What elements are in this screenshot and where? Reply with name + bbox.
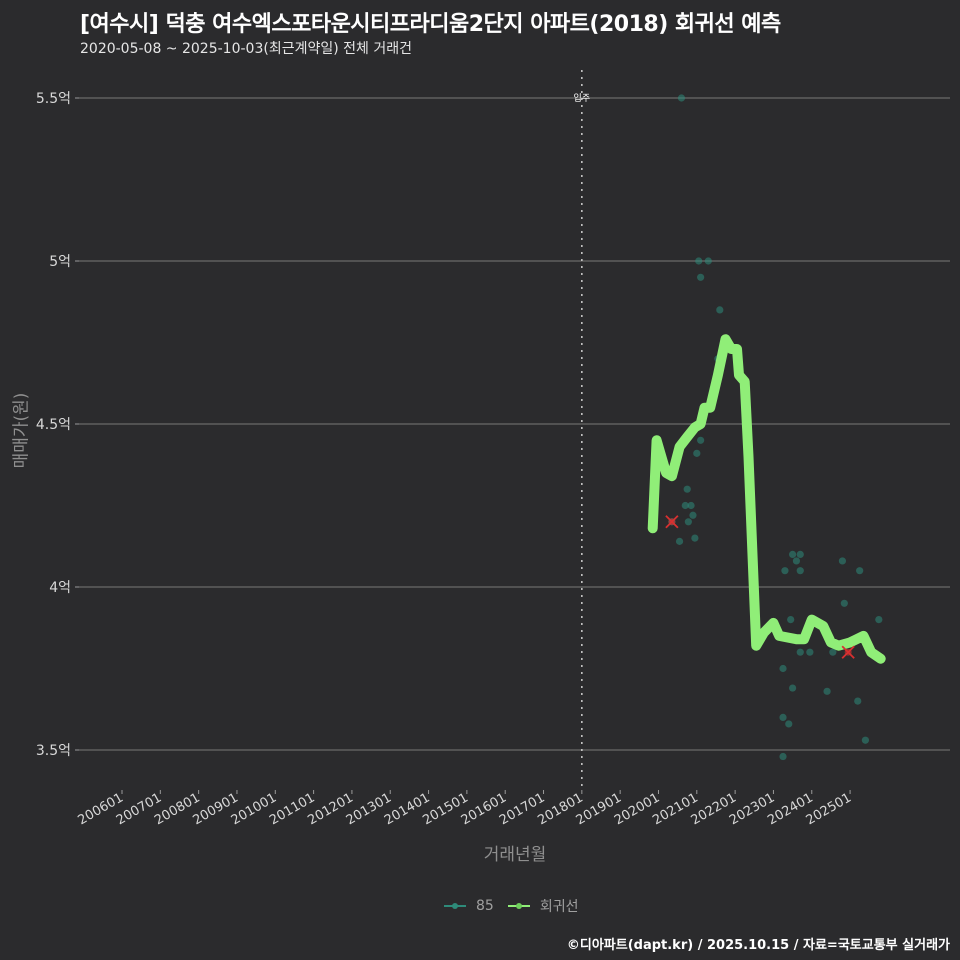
scatter-point bbox=[829, 648, 837, 656]
scatter-point bbox=[716, 306, 724, 314]
legend-label-regression: 회귀선 bbox=[539, 899, 579, 915]
legend-item-85: 85 bbox=[444, 898, 494, 914]
scatter-point bbox=[677, 94, 686, 102]
scatter-point bbox=[675, 537, 684, 545]
gridlines bbox=[79, 97, 950, 751]
scatter-point bbox=[779, 752, 787, 761]
scatter-point bbox=[693, 449, 701, 457]
x-axis-label: 거래년월 bbox=[483, 845, 547, 865]
scatter-point bbox=[789, 550, 797, 559]
scatter-point bbox=[704, 257, 712, 265]
scatter-point bbox=[697, 273, 705, 281]
legend: 85 회귀선 bbox=[444, 896, 584, 916]
y-tick-label: 5억 bbox=[49, 254, 71, 270]
scatter-point bbox=[838, 557, 847, 565]
scatter-point bbox=[796, 567, 804, 575]
scatter-point bbox=[854, 697, 862, 705]
scatter-point bbox=[697, 436, 705, 444]
move-in-label: 입주 bbox=[574, 92, 591, 104]
scatter-point bbox=[856, 567, 864, 575]
scatter-point bbox=[789, 684, 797, 692]
scatter-point bbox=[796, 550, 804, 559]
footer-credit: ©디아파트(dapt.kr) / 2025.10.15 / 자료=국토교통부 실… bbox=[566, 938, 950, 953]
y-tick-label: 3.5억 bbox=[36, 743, 71, 759]
scatter-point bbox=[687, 501, 695, 510]
legend-swatch-regression-icon bbox=[507, 900, 530, 912]
y-tick-label: 4.5억 bbox=[36, 417, 71, 433]
chart-subtitle: 2020-05-08 ~ 2025-10-03(최근계약일) 전체 거래건 bbox=[80, 41, 412, 57]
scatter-point bbox=[792, 557, 801, 565]
chart-title: [여수시] 덕충 여수엑스포타운시티프라디움2단지 아파트(2018) 회귀선 … bbox=[80, 12, 781, 37]
scatter-point bbox=[781, 567, 789, 575]
y-tick-label: 4억 bbox=[49, 580, 71, 596]
regression-line bbox=[647, 334, 886, 664]
scatter-point bbox=[779, 713, 787, 722]
scatter-point bbox=[681, 501, 689, 510]
scatter-point bbox=[806, 648, 814, 656]
x-axis-ticks: 2006012007012008012009012010012011012012… bbox=[76, 790, 854, 828]
scatter-point bbox=[875, 616, 883, 624]
scatter-point bbox=[823, 687, 831, 695]
y-axis-ticks: 5.5억 5억 4.5억 4억 3.5억 bbox=[36, 91, 79, 759]
x-markers bbox=[665, 515, 855, 659]
scatter-point bbox=[787, 616, 795, 624]
scatter-point bbox=[796, 648, 804, 656]
legend-item-regression: 회귀선 bbox=[507, 896, 579, 916]
y-axis-label: 매매가(원) bbox=[11, 392, 32, 469]
scatter-point bbox=[683, 485, 691, 493]
scatter-point bbox=[684, 518, 692, 526]
scatter-point bbox=[691, 534, 699, 542]
y-tick-label: 5.5억 bbox=[36, 91, 71, 107]
scatter-point bbox=[861, 736, 870, 744]
scatter-point bbox=[840, 599, 848, 607]
legend-swatch-85-icon bbox=[444, 900, 466, 912]
scatter-point bbox=[689, 511, 697, 519]
scatter-point bbox=[779, 664, 787, 673]
scatter-point bbox=[785, 720, 793, 728]
scatter-point bbox=[695, 257, 703, 265]
move-in-vertical-line: 입주 bbox=[574, 70, 591, 790]
regression-polyline bbox=[647, 334, 886, 664]
legend-label-85: 85 bbox=[476, 898, 494, 914]
